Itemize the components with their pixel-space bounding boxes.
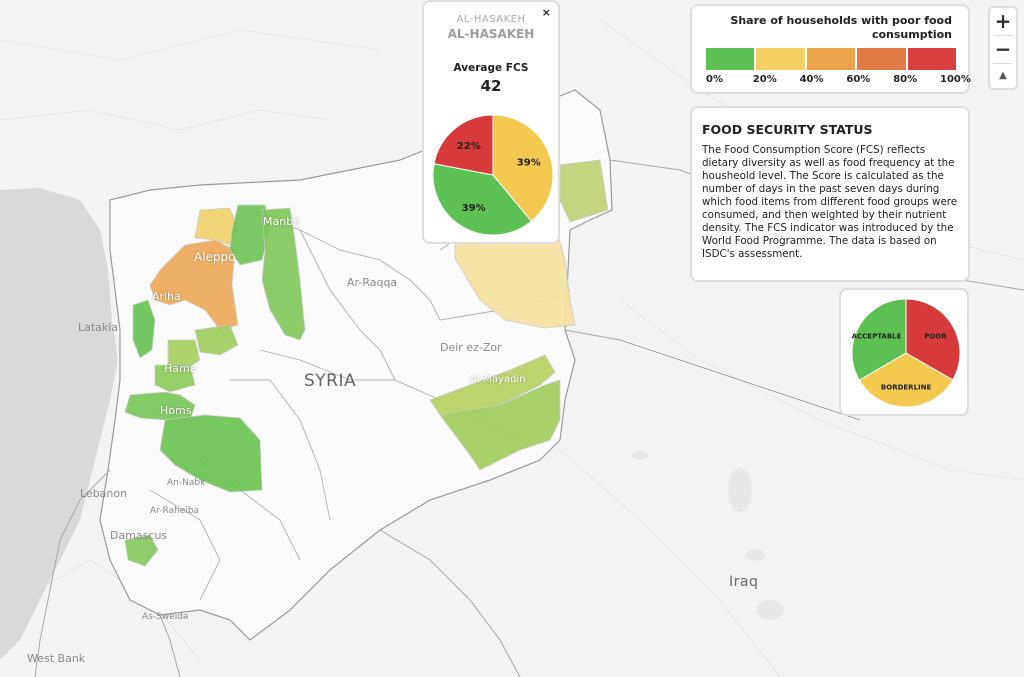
region-latakia-green (132, 299, 156, 359)
region-popup: × AL-HASAKEH AL-HASAKEH Average FCS 42 3… (422, 0, 560, 244)
popup-pie-slice-0[interactable] (492, 114, 554, 222)
legend-tick-label: 20% (752, 74, 777, 85)
popup-pie-slice-1[interactable] (432, 163, 532, 236)
category-pie-slice-2[interactable] (851, 298, 907, 381)
region-idlib (194, 324, 239, 356)
label-ar-raqqa: Ar-Raqqa (347, 276, 398, 289)
label-country-syria: SYRIA (304, 371, 357, 391)
legend-ticks: 0% 20% 40% 60% 80% 100% (706, 74, 971, 88)
category-pie-slice-label-2: ACCEPTABLE (852, 333, 902, 341)
mediterranean-sea (0, 188, 118, 660)
zoom-divider (993, 63, 1013, 64)
label-al-mayadin: Al-Mayadin (470, 374, 526, 385)
legend-panel: Share of households with poor food consu… (690, 4, 971, 94)
label-lebanon: Lebanon (80, 487, 128, 500)
region-abu-kamal (439, 379, 561, 471)
region-manbij (261, 207, 306, 341)
label-aleppo: Aleppo (194, 250, 236, 264)
legend-tick-label: 40% (799, 74, 824, 85)
region-palmyra (159, 414, 263, 493)
label-hama: Hama (164, 362, 197, 375)
legend-swatch-0 (706, 48, 757, 70)
close-icon[interactable]: × (541, 6, 551, 19)
zoom-out-button[interactable]: − (994, 37, 1012, 61)
legend-tick-label: 60% (846, 74, 871, 85)
legend-tick-label: 80% (893, 74, 918, 85)
label-country-iraq: Iraq (729, 574, 759, 590)
popup-subtitle: AL-HASAKEH (456, 14, 526, 25)
popup-pie-slice-label-1: 39% (462, 203, 486, 214)
popup-pie-slice-label-2: 22% (457, 141, 481, 152)
label-damascus: Damascus (110, 529, 168, 542)
zoom-divider (993, 35, 1013, 36)
legend-swatch-4 (907, 48, 957, 70)
info-panel: FOOD SECURITY STATUS The Food Consumptio… (690, 106, 970, 282)
region-hama (154, 364, 196, 393)
region-qamishli (559, 159, 609, 223)
label-manbij: Manbij (263, 215, 300, 228)
legend-color-scale (706, 48, 957, 70)
average-fcs-label: Average FCS (453, 62, 529, 74)
popup-pie-slice-label-0: 39% (517, 158, 541, 169)
region-hama-north (167, 339, 201, 371)
label-ar-raheiba: Ar-Raheiba (150, 506, 200, 516)
legend-swatch-3 (857, 48, 908, 70)
label-as-sweida: As-Sweida (142, 612, 189, 622)
zoom-controls: + − ▲ (988, 6, 1018, 90)
info-title: FOOD SECURITY STATUS (702, 122, 873, 137)
average-fcs-value: 42 (480, 77, 502, 95)
compass-reset-button[interactable]: ▲ (990, 62, 1016, 88)
popup-title: AL-HASAKEH (447, 27, 535, 41)
category-pie-slice-label-0: POOR (924, 332, 947, 340)
region-damascus (124, 534, 159, 567)
region-afrin (229, 204, 271, 266)
label-deir-ez-zor: Deir ez-Zor (440, 341, 502, 354)
info-text: The Food Consumption Score (FCS) reflect… (702, 144, 958, 260)
category-pie-slice-label-1: BORDERLINE (881, 383, 932, 391)
label-latakia: Latakia (78, 321, 119, 334)
legend-tick-label: 100% (940, 74, 971, 85)
category-pie-slice-0[interactable] (905, 298, 961, 381)
legend-swatch-1 (756, 48, 807, 70)
category-pie-slice-1[interactable] (858, 352, 954, 408)
compass-icon: ▲ (999, 69, 1007, 81)
category-pie-chart: POOR BORDERLINE ACCEPTABLE (851, 298, 961, 408)
legend-title: Share of households with poor food consu… (730, 14, 952, 41)
legend-tick-label: 0% (706, 74, 723, 85)
popup-pie-slice-2[interactable] (433, 114, 494, 176)
zoom-in-button[interactable]: + (994, 9, 1012, 33)
label-west-bank: West Bank (27, 652, 86, 665)
label-ariha: Ariha (152, 290, 181, 303)
region-azaz (194, 207, 239, 246)
label-an-nabk: An-Nabk (167, 478, 206, 488)
legend-swatch-2 (806, 48, 858, 70)
category-pie-panel: POOR BORDERLINE ACCEPTABLE (839, 288, 969, 416)
label-homs: Homs (160, 404, 192, 417)
popup-pie-chart: 39% 39% 22% (432, 114, 554, 236)
